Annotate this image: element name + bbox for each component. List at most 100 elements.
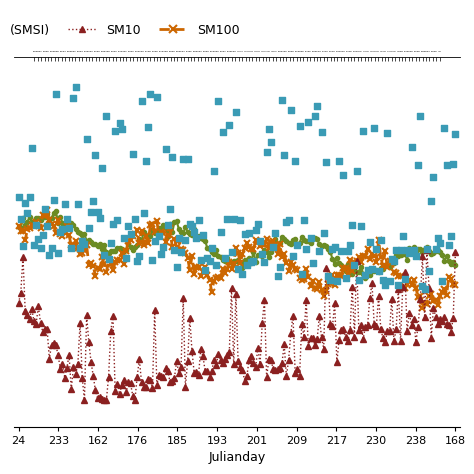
(SMSI) bbox=[131, 215, 139, 223]
(SMSI) bbox=[390, 257, 398, 265]
(SMSI) bbox=[337, 247, 345, 255]
(SMSI) bbox=[250, 257, 257, 265]
(SMSI) bbox=[243, 261, 251, 269]
(SMSI) bbox=[67, 245, 75, 252]
(SMSI) bbox=[127, 230, 134, 237]
(SMSI) bbox=[85, 224, 92, 232]
SM10 bbox=[453, 249, 458, 255]
SM10 bbox=[33, 321, 39, 327]
(SMSI) bbox=[281, 152, 288, 159]
(SMSI) bbox=[320, 229, 328, 237]
(SMSI) bbox=[43, 222, 51, 230]
SM10 bbox=[16, 301, 21, 306]
(SMSI) bbox=[133, 257, 141, 264]
SM100 bbox=[435, 302, 441, 308]
(SMSI) bbox=[90, 198, 97, 205]
(SMSI) bbox=[164, 221, 172, 229]
(SMSI) bbox=[32, 221, 40, 228]
(SMSI) bbox=[379, 276, 387, 283]
SM10 bbox=[82, 397, 87, 403]
(SMSI) bbox=[41, 206, 49, 213]
(SMSI) bbox=[425, 268, 433, 275]
(SMSI) bbox=[72, 83, 80, 91]
(SMSI) bbox=[397, 246, 404, 254]
(SMSI) bbox=[327, 276, 334, 284]
(SMSI) bbox=[191, 228, 198, 236]
(SMSI) bbox=[228, 248, 235, 256]
(SMSI) bbox=[102, 112, 110, 119]
(SMSI) bbox=[219, 128, 227, 136]
(SMSI) bbox=[344, 247, 352, 255]
(SMSI) bbox=[357, 222, 365, 230]
(SMSI) bbox=[177, 248, 185, 256]
(SMSI) bbox=[292, 157, 299, 165]
(SMSI) bbox=[100, 252, 108, 259]
(SMSI) bbox=[239, 270, 246, 278]
(SMSI) bbox=[287, 106, 294, 114]
(SMSI) bbox=[375, 268, 383, 275]
(SMSI) bbox=[388, 255, 395, 263]
(SMSI) bbox=[324, 273, 332, 280]
(SMSI) bbox=[406, 250, 413, 257]
(SMSI) bbox=[79, 237, 86, 245]
(SMSI) bbox=[441, 124, 448, 131]
(SMSI) bbox=[408, 143, 415, 151]
(SMSI) bbox=[269, 244, 277, 251]
(SMSI) bbox=[274, 273, 282, 280]
(SMSI) bbox=[311, 112, 319, 120]
(SMSI) bbox=[394, 282, 402, 289]
SM10 bbox=[42, 327, 48, 332]
Line: SM10: SM10 bbox=[16, 247, 458, 403]
(SMSI) bbox=[215, 98, 222, 105]
(SMSI) bbox=[182, 236, 189, 244]
(SMSI) bbox=[208, 245, 216, 252]
(SMSI) bbox=[192, 234, 200, 242]
SM10 bbox=[134, 374, 140, 380]
(SMSI) bbox=[24, 209, 31, 217]
(SMSI) bbox=[449, 161, 457, 168]
(SMSI) bbox=[443, 162, 450, 169]
(SMSI) bbox=[56, 228, 64, 236]
(SMSI) bbox=[428, 197, 435, 205]
(SMSI) bbox=[351, 261, 358, 268]
(SMSI) bbox=[138, 97, 146, 105]
(SMSI) bbox=[276, 263, 283, 271]
(SMSI) bbox=[278, 96, 286, 103]
(SMSI) bbox=[206, 257, 213, 265]
(SMSI) bbox=[173, 263, 181, 270]
(SMSI) bbox=[136, 252, 143, 260]
(SMSI) bbox=[383, 129, 391, 137]
(SMSI) bbox=[392, 246, 400, 254]
(SMSI) bbox=[421, 286, 428, 293]
(SMSI) bbox=[122, 254, 130, 262]
(SMSI) bbox=[98, 164, 106, 172]
(SMSI) bbox=[377, 237, 384, 244]
(SMSI) bbox=[256, 237, 264, 245]
(SMSI) bbox=[21, 199, 29, 207]
(SMSI) bbox=[230, 215, 237, 223]
(SMSI) bbox=[285, 216, 292, 223]
(SMSI) bbox=[188, 222, 196, 229]
(SMSI) bbox=[447, 232, 455, 240]
(SMSI) bbox=[328, 246, 336, 253]
(SMSI) bbox=[144, 124, 152, 131]
(SMSI) bbox=[247, 258, 255, 265]
SM100 bbox=[33, 219, 39, 225]
(SMSI) bbox=[283, 218, 290, 226]
Line: SM100: SM100 bbox=[15, 207, 459, 311]
(SMSI) bbox=[59, 225, 66, 233]
(SMSI) bbox=[28, 145, 36, 152]
(SMSI) bbox=[254, 220, 262, 228]
(SMSI) bbox=[340, 172, 347, 179]
SM100 bbox=[134, 228, 140, 233]
(SMSI) bbox=[316, 247, 323, 255]
X-axis label: Julianday: Julianday bbox=[209, 451, 265, 464]
(SMSI) bbox=[111, 127, 119, 135]
(SMSI) bbox=[212, 262, 220, 269]
(SMSI) bbox=[81, 240, 88, 248]
(SMSI) bbox=[109, 220, 117, 228]
(SMSI) bbox=[107, 239, 115, 247]
SM10 bbox=[424, 247, 430, 253]
(SMSI) bbox=[210, 168, 218, 175]
(SMSI) bbox=[302, 245, 310, 252]
